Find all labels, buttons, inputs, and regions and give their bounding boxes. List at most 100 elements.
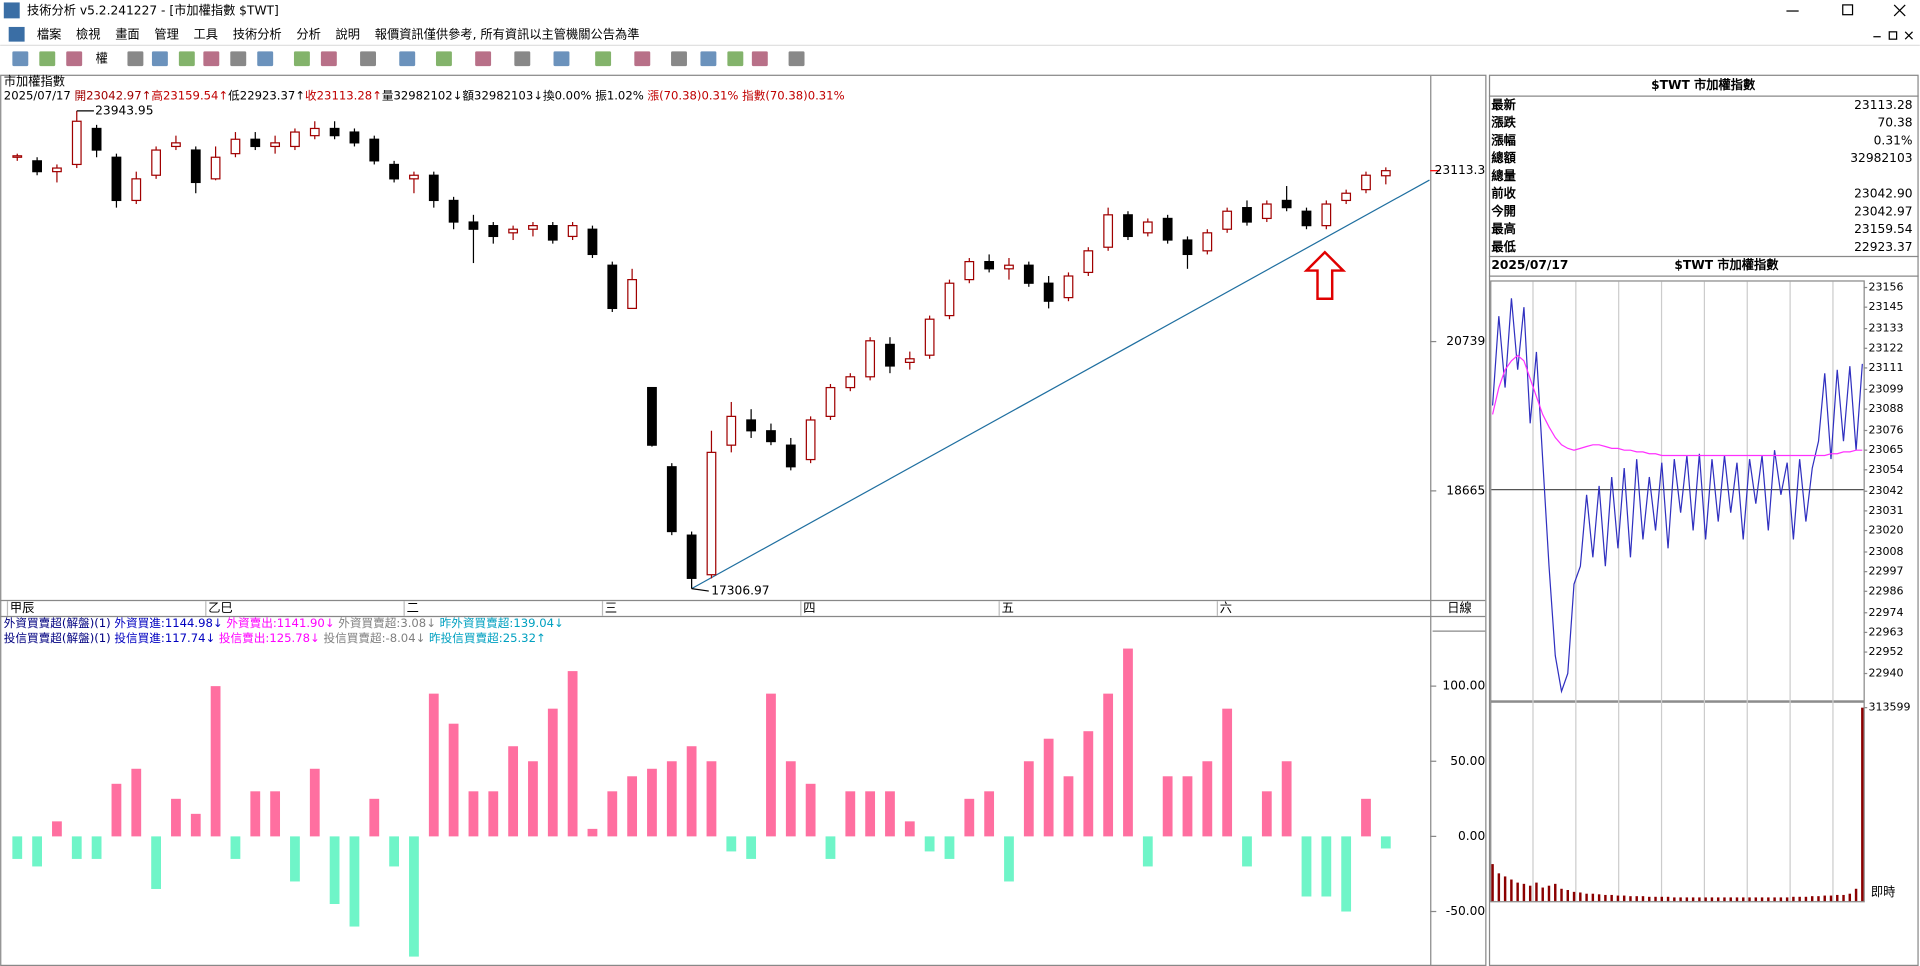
menu-item[interactable]: 檢視 [76,26,100,41]
bar [1063,776,1074,837]
toolbar-button[interactable] [178,51,195,67]
legend-line: 外資買賣超(解盤)(1) 外資買進:1144.98↓ 外資賣出:1141.90↓… [4,616,564,630]
volume-bar [1748,897,1751,902]
x-tick-label: 六 [1220,601,1232,615]
toolbar-button[interactable] [475,51,492,67]
bar [944,836,955,859]
y-tick-label: -50.00 [1446,904,1485,918]
bar [52,821,62,837]
toolbar-button[interactable] [553,51,570,67]
info-item: 開23042.97↑ [74,88,151,102]
child-close[interactable] [1904,31,1913,40]
y-tick-label: 23042 [1868,484,1903,497]
y-tick-label: 23054 [1868,463,1903,476]
candle-body [171,142,181,148]
quote-value: 23042.90 [1854,187,1912,201]
menu-item[interactable]: 工具 [194,27,218,41]
candle-body [1004,264,1014,270]
menu-item[interactable]: 報價資訊僅供參考, 所有資訊以主管機關公告為準 [375,26,640,41]
bar [448,723,459,837]
arrow-annotation [1303,250,1347,300]
toolbar-button[interactable] [12,51,29,67]
info-item: 指數(70.38)0.31% [742,88,845,102]
y-tick-label: 18665 [1446,483,1485,497]
main-frame [0,74,1487,966]
menu-item[interactable]: 說明 [336,26,360,41]
bar [1281,761,1292,837]
menu-item[interactable]: 分析 [296,27,320,41]
toolbar-button[interactable] [634,51,651,67]
toolbar-button[interactable] [360,51,376,67]
toolbar-button[interactable] [293,51,310,67]
quote-value: 32982103 [1850,151,1912,165]
menu-item[interactable]: 畫面 [115,26,139,41]
toolbar-button[interactable] [595,51,612,67]
toolbar-label[interactable]: 權 [96,51,108,65]
toolbar-button[interactable] [514,51,531,67]
toolbar-button[interactable] [399,51,416,67]
candle-body [32,160,42,173]
bar [984,791,995,837]
toolbar-button[interactable] [671,51,687,67]
volume-bar [1528,885,1532,902]
x-tick-label: 四 [803,601,815,615]
toolbar-button[interactable] [151,51,168,67]
candle-body [944,282,955,317]
volume-bar [1503,876,1507,902]
quote-label: 今開 [1490,203,1515,218]
volume-bar [1579,892,1582,902]
y-tick-label: 100.00 [1442,679,1485,693]
menu-item[interactable]: 檔案 [37,26,61,41]
child-restore[interactable] [1888,31,1898,40]
bar [468,791,479,837]
toolbar-button[interactable] [230,51,247,67]
volume-bar [1792,896,1795,902]
candle-body [528,225,538,230]
bar [686,746,697,837]
toolbar-button[interactable] [700,51,717,67]
volume-bar [1704,897,1707,902]
y-tick-label: 22963 [1868,625,1903,638]
toolbar-button[interactable] [320,51,337,67]
toolbar-button[interactable] [257,51,274,67]
bar [785,761,796,837]
info-item: 量32982102↓ [382,88,463,102]
bar [1004,836,1014,882]
volume-bar [1535,882,1538,902]
candle-body [448,199,459,223]
toolbar-button[interactable] [127,51,144,67]
toolbar-button[interactable] [203,51,220,67]
bar [766,693,776,837]
candle-body [924,318,935,356]
candle-body [1063,275,1074,299]
close-button[interactable] [1893,4,1906,17]
y-tick-label: 23122 [1868,341,1903,354]
toolbar-button[interactable] [435,51,452,67]
candle-body [1380,170,1391,177]
y-tick-label: 20739 [1446,334,1485,348]
toolbar-button[interactable] [39,51,56,67]
toolbar-button[interactable] [727,51,744,67]
window-title: 技術分析 v5.2.241227 - [市加權指數 $TWT] [27,3,279,18]
volume-bar [1654,896,1657,902]
toolbar-button[interactable] [788,51,805,67]
candle-body [1142,221,1153,234]
bar [389,836,400,867]
candle-body [1023,264,1034,284]
info-item: 高23159.54↑ [151,88,228,102]
y-tick-label: 23145 [1868,300,1903,313]
quote-value: 70.38 [1878,116,1913,130]
toolbar-button[interactable] [751,51,768,67]
bar [508,746,519,837]
toolbar-button[interactable] [66,51,83,67]
candle-body [904,358,915,364]
window-controls[interactable] [1786,4,1913,40]
restore-button[interactable] [1842,4,1854,16]
candle-body [1281,199,1292,209]
menu-item[interactable]: 管理 [154,26,178,41]
menu-item[interactable]: 技術分析 [233,27,282,41]
bar [151,836,161,889]
app-icon [3,2,20,19]
info-item: 額32982103↓ [462,88,543,102]
